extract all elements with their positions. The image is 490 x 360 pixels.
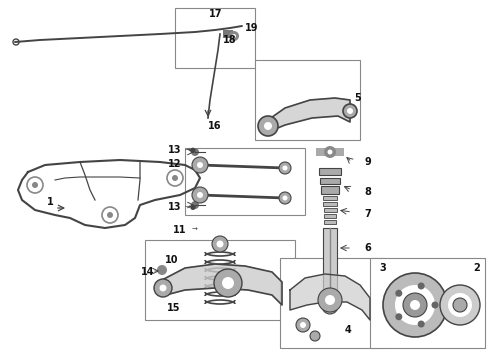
Circle shape	[212, 236, 228, 252]
Circle shape	[417, 320, 425, 328]
Text: 12: 12	[168, 159, 182, 169]
Text: 7: 7	[365, 209, 371, 219]
Bar	[316, 148, 344, 156]
Circle shape	[160, 284, 167, 292]
Text: 9: 9	[365, 157, 371, 167]
Text: →: →	[192, 227, 198, 233]
Text: 3: 3	[380, 263, 387, 273]
Bar	[145, 240, 295, 320]
Bar	[370, 258, 485, 348]
Circle shape	[264, 122, 272, 130]
Bar	[321, 186, 339, 194]
Circle shape	[410, 300, 420, 310]
Circle shape	[283, 166, 288, 171]
Circle shape	[440, 285, 480, 325]
Polygon shape	[290, 274, 370, 320]
Circle shape	[327, 149, 333, 154]
Circle shape	[107, 212, 113, 218]
Circle shape	[283, 195, 288, 201]
Circle shape	[448, 293, 472, 317]
Circle shape	[318, 288, 342, 312]
Circle shape	[32, 182, 38, 188]
Bar	[323, 208, 337, 212]
Circle shape	[222, 277, 234, 289]
Text: →●: →●	[185, 204, 197, 210]
Bar	[323, 228, 337, 303]
Bar	[175, 8, 255, 68]
Circle shape	[197, 192, 203, 198]
Circle shape	[432, 302, 439, 309]
Circle shape	[453, 298, 467, 312]
Circle shape	[395, 290, 402, 297]
Text: 5: 5	[355, 93, 362, 103]
Circle shape	[343, 104, 357, 118]
Circle shape	[192, 187, 208, 203]
Text: 8: 8	[365, 187, 371, 197]
Circle shape	[296, 318, 310, 332]
Bar	[185, 148, 305, 215]
Text: 13: 13	[168, 145, 182, 155]
Text: 10: 10	[165, 255, 179, 265]
Text: 4: 4	[344, 325, 351, 335]
Text: 6: 6	[365, 243, 371, 253]
Circle shape	[172, 175, 178, 181]
Circle shape	[383, 273, 447, 337]
Text: 14: 14	[141, 267, 155, 277]
Circle shape	[232, 34, 236, 38]
Circle shape	[322, 298, 338, 314]
Text: 11: 11	[173, 225, 187, 235]
Text: 1: 1	[47, 197, 53, 207]
Circle shape	[310, 331, 320, 341]
Text: 13: 13	[168, 202, 182, 212]
Text: 18: 18	[223, 35, 237, 45]
Circle shape	[197, 162, 203, 168]
Text: 16: 16	[208, 121, 222, 131]
Polygon shape	[162, 264, 282, 305]
Circle shape	[300, 322, 306, 328]
Circle shape	[229, 31, 239, 41]
Circle shape	[324, 146, 336, 158]
Bar	[255, 60, 360, 140]
Circle shape	[395, 285, 435, 325]
Bar	[223, 30, 233, 38]
Text: 17: 17	[209, 9, 223, 19]
Circle shape	[403, 293, 427, 317]
Bar	[323, 202, 337, 206]
Circle shape	[395, 313, 402, 320]
Bar	[324, 220, 336, 224]
Bar	[320, 178, 340, 184]
Text: 19: 19	[245, 23, 259, 33]
Text: →●: →●	[185, 147, 197, 153]
Text: 2: 2	[474, 263, 480, 273]
Circle shape	[192, 157, 208, 173]
Circle shape	[157, 265, 167, 275]
Bar	[280, 258, 385, 348]
Bar	[324, 214, 336, 218]
Circle shape	[214, 269, 242, 297]
Circle shape	[258, 116, 278, 136]
Circle shape	[191, 148, 199, 156]
Circle shape	[279, 192, 291, 204]
Circle shape	[279, 162, 291, 174]
Circle shape	[191, 201, 199, 209]
Circle shape	[417, 283, 425, 289]
Text: 15: 15	[167, 303, 181, 313]
Bar	[319, 168, 341, 175]
Circle shape	[347, 108, 353, 114]
Polygon shape	[268, 98, 350, 132]
Bar	[323, 196, 337, 200]
Circle shape	[154, 279, 172, 297]
Circle shape	[327, 303, 333, 309]
Circle shape	[325, 295, 335, 305]
Circle shape	[217, 240, 223, 248]
